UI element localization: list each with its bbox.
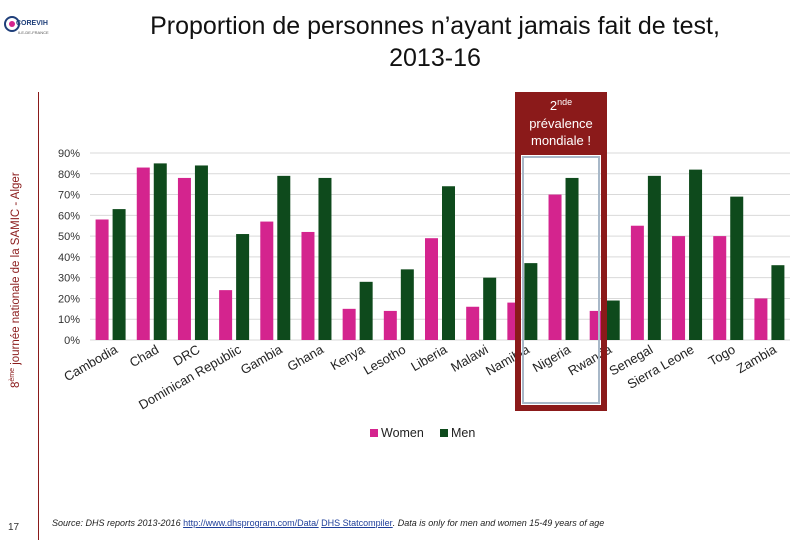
bar-women-kenya — [342, 308, 356, 340]
callout-line-3: mondiale ! — [531, 133, 591, 148]
x-tick-label: Cambodia — [61, 341, 120, 384]
bar-women-drc — [177, 177, 191, 340]
x-tick-label: Liberia — [408, 341, 450, 374]
x-tick-label: Togo — [706, 342, 738, 369]
statcompiler-link[interactable]: DHS Statcompiler — [321, 518, 393, 528]
source-suffix: . Data is only for men and women 15-49 y… — [392, 518, 605, 528]
bar-women-cambodia — [95, 219, 109, 340]
bar-women-senegal — [630, 225, 644, 340]
y-tick-label: 50% — [58, 231, 80, 243]
y-tick-label: 0% — [64, 335, 80, 347]
bar-men-namibia — [524, 263, 538, 340]
bar-men-drc — [194, 165, 208, 340]
bar-women-zambia — [754, 298, 768, 340]
callout-line-2: prévalence — [529, 116, 593, 131]
bar-men-dominican-republic — [236, 234, 250, 340]
logo-icon — [4, 16, 20, 32]
dhs-program-link[interactable]: http://www.dhsprogram.com/Data/ — [183, 518, 319, 528]
x-tick-label: Gambia — [238, 341, 286, 377]
legend: Women Men — [370, 426, 475, 440]
x-tick-label: Rwanda — [565, 341, 614, 378]
bar-women-gambia — [260, 221, 274, 340]
legend-label-men: Men — [451, 426, 475, 440]
bar-men-senegal — [647, 175, 661, 340]
source-prefix: Source: DHS reports 2013-2016 — [52, 518, 184, 528]
bar-women-malawi — [466, 306, 480, 340]
callout-background — [515, 92, 607, 154]
bar-men-sierra-leone — [689, 169, 703, 340]
bar-women-lesotho — [383, 310, 397, 340]
bar-men-kenya — [359, 281, 373, 340]
y-tick-label: 30% — [58, 273, 80, 285]
bar-men-cambodia — [112, 209, 126, 340]
bar-men-togo — [730, 196, 744, 340]
bar-women-ghana — [301, 231, 315, 340]
x-tick-label: Zambia — [734, 341, 780, 376]
bar-women-dominican-republic — [219, 290, 233, 340]
legend-label-women: Women — [381, 426, 424, 440]
bar-women-sierra-leone — [672, 236, 686, 340]
sidebar-divider — [38, 92, 39, 540]
title-line-2: 2013-16 — [389, 44, 481, 72]
legend-swatch-men — [440, 429, 448, 437]
bar-men-ghana — [318, 177, 332, 340]
y-tick-label: 90% — [58, 148, 80, 160]
bar-men-lesotho — [400, 269, 414, 340]
bar-men-nigeria — [565, 177, 579, 340]
bar-men-liberia — [442, 186, 455, 340]
page-title: Proportion de personnes n’ayant jamais f… — [70, 10, 800, 74]
x-tick-label: Ghana — [285, 341, 327, 374]
y-tick-label: 70% — [58, 190, 80, 202]
y-tick-label: 20% — [58, 293, 80, 305]
bar-women-togo — [713, 236, 727, 340]
y-tick-label: 80% — [58, 169, 80, 181]
y-tick-label: 60% — [58, 210, 80, 222]
bar-women-chad — [136, 167, 150, 340]
sidebar: COREVIH ILE-DE-FRANCE 8ème journée natio… — [0, 0, 49, 540]
source-note: Source: DHS reports 2013-2016 http://www… — [52, 518, 604, 528]
bar-women-rwanda — [589, 310, 603, 340]
legend-swatch-women — [370, 429, 378, 437]
x-tick-label: Namibia — [483, 341, 532, 378]
x-tick-label: Lesotho — [361, 342, 409, 378]
bar-men-malawi — [483, 277, 497, 340]
bar-women-liberia — [425, 238, 438, 340]
x-tick-label: Malawi — [448, 342, 491, 375]
highlight-inner-border — [522, 156, 600, 404]
bar-men-zambia — [771, 265, 785, 340]
logo-subtext: ILE-DE-FRANCE — [18, 30, 49, 35]
logo-text: COREVIH — [16, 20, 48, 27]
bar-men-rwanda — [606, 300, 620, 340]
bar-men-chad — [153, 163, 167, 340]
y-tick-label: 10% — [58, 314, 80, 326]
corevih-logo: COREVIH ILE-DE-FRANCE — [2, 6, 72, 46]
bar-men-gambia — [277, 175, 291, 340]
y-tick-label: 40% — [58, 252, 80, 264]
x-tick-label: Chad — [127, 342, 161, 371]
slide-number: 17 — [8, 522, 20, 533]
bar-women-nigeria — [548, 194, 562, 340]
title-line-1: Proportion de personnes n’ayant jamais f… — [150, 12, 720, 40]
callout-line-1: 2nde — [550, 97, 572, 113]
